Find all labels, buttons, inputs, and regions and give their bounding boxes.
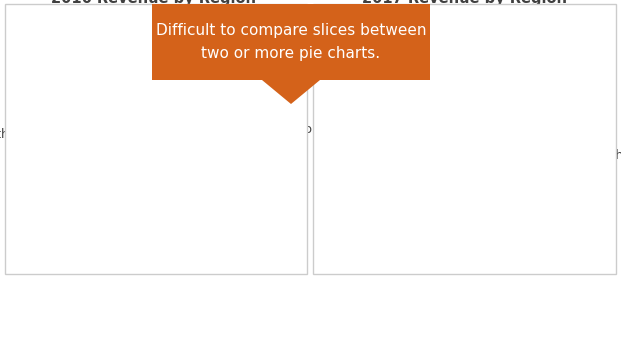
Wedge shape bbox=[154, 125, 258, 229]
Text: North: North bbox=[296, 123, 330, 136]
Wedge shape bbox=[360, 41, 465, 201]
Text: West: West bbox=[196, 29, 227, 42]
Text: East: East bbox=[52, 224, 79, 237]
Wedge shape bbox=[464, 41, 558, 145]
Text: West: West bbox=[522, 29, 553, 42]
Text: East: East bbox=[419, 261, 446, 274]
Text: North: North bbox=[0, 128, 9, 141]
Title: 2017 Revenue by Region: 2017 Revenue by Region bbox=[361, 0, 567, 7]
Wedge shape bbox=[376, 145, 525, 249]
Wedge shape bbox=[50, 41, 154, 189]
FancyBboxPatch shape bbox=[5, 4, 307, 274]
Polygon shape bbox=[262, 80, 320, 104]
FancyBboxPatch shape bbox=[152, 4, 430, 80]
Text: South: South bbox=[587, 149, 621, 162]
Wedge shape bbox=[60, 145, 215, 249]
Text: Difficult to compare slices between
two or more pie charts.: Difficult to compare slices between two … bbox=[156, 24, 426, 60]
Title: 2016 Revenue by Region: 2016 Revenue by Region bbox=[51, 0, 256, 7]
Text: South: South bbox=[266, 175, 302, 188]
Wedge shape bbox=[464, 100, 568, 229]
FancyBboxPatch shape bbox=[313, 4, 616, 274]
Wedge shape bbox=[153, 41, 256, 145]
